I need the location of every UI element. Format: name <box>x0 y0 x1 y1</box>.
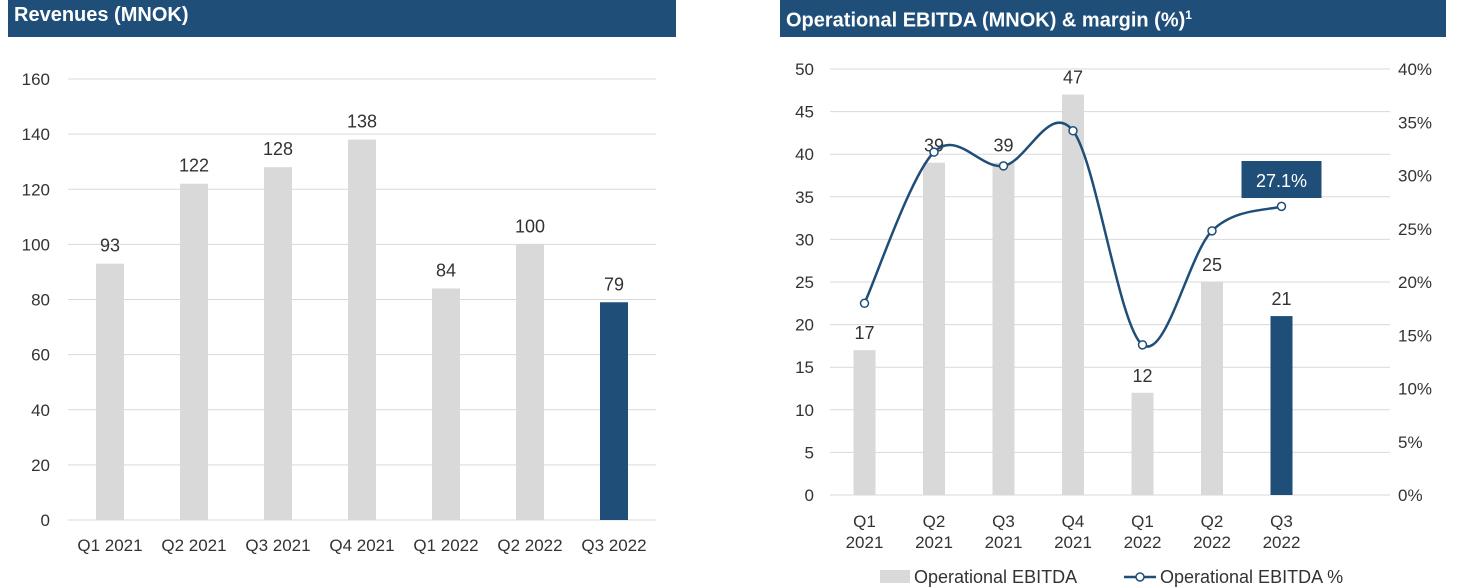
x-tick-label: Q1 2022 <box>413 536 478 555</box>
data-label: 39 <box>993 136 1013 156</box>
margin-callout: 27.1% <box>1256 171 1307 191</box>
margin-point <box>1276 201 1287 212</box>
legend-line-marker <box>1135 572 1145 582</box>
x-tick-label: 2021 <box>846 533 884 552</box>
y-tick-label: 40 <box>795 145 814 164</box>
y2-tick-label: 35% <box>1398 113 1432 132</box>
data-label: 122 <box>179 156 209 176</box>
x-tick-label: Q3 2021 <box>245 536 310 555</box>
data-label: 138 <box>347 112 377 132</box>
x-tick-label: Q1 2021 <box>77 536 142 555</box>
margin-point <box>1137 340 1148 350</box>
y-tick-label: 20 <box>795 316 814 335</box>
revenue-bar <box>432 288 460 520</box>
margin-point <box>859 298 870 309</box>
ebitda-title-footnote: 1 <box>1185 8 1192 22</box>
y-tick-label: 45 <box>795 103 814 122</box>
margin-point <box>1207 226 1217 236</box>
x-tick-label: Q1 <box>1131 512 1154 531</box>
x-tick-label: Q3 <box>992 512 1015 531</box>
margin-point <box>998 161 1009 171</box>
ebitda-bar <box>1270 316 1293 495</box>
y-tick-label: 100 <box>22 235 50 254</box>
data-label: 39 <box>924 136 944 156</box>
revenues-title: Revenues (MNOK) <box>8 0 676 37</box>
revenue-bar <box>348 139 376 520</box>
y-tick-label: 60 <box>31 346 50 365</box>
revenue-bar <box>516 244 544 520</box>
y2-tick-label: 15% <box>1398 326 1432 345</box>
y-tick-label: 15 <box>795 358 814 377</box>
x-tick-label: 2021 <box>915 533 953 552</box>
ebitda-bar <box>853 350 876 495</box>
margin-point <box>929 147 939 157</box>
x-tick-label: Q4 2021 <box>329 536 394 555</box>
x-tick-label: 2022 <box>1193 533 1231 552</box>
ebitda-title: Operational EBITDA (MNOK) & margin (%)1 <box>780 0 1446 37</box>
y-tick-label: 5 <box>805 443 814 462</box>
y-tick-label: 140 <box>22 125 50 144</box>
data-label: 93 <box>100 236 120 256</box>
x-tick-label: Q2 2021 <box>161 536 226 555</box>
margin-point <box>1068 126 1078 136</box>
y-tick-label: 120 <box>22 180 50 199</box>
y2-tick-label: 30% <box>1398 167 1432 186</box>
data-label: 128 <box>263 139 293 159</box>
y2-tick-label: 25% <box>1398 220 1432 239</box>
x-tick-label: Q3 2022 <box>581 536 646 555</box>
x-tick-label: 2022 <box>1263 533 1301 552</box>
x-tick-label: 2022 <box>1124 533 1162 552</box>
x-tick-label: Q2 <box>1201 512 1224 531</box>
x-tick-label: Q1 <box>853 512 876 531</box>
legend-bar-swatch <box>880 570 910 583</box>
x-tick-label: Q3 <box>1270 512 1293 531</box>
data-label: 47 <box>1063 68 1083 88</box>
x-tick-label: Q4 <box>1062 512 1085 531</box>
y-tick-label: 30 <box>795 230 814 249</box>
data-label: 21 <box>1271 289 1291 309</box>
legend-label: Operational EBITDA % <box>1160 567 1343 587</box>
ebitda-bar <box>923 162 945 495</box>
ebitda-bar <box>1201 282 1223 495</box>
data-label: 79 <box>604 274 624 294</box>
x-tick-label: 2021 <box>985 533 1023 552</box>
y2-tick-label: 40% <box>1398 60 1432 79</box>
y-tick-label: 80 <box>31 291 50 310</box>
ebitda-title-text: Operational EBITDA (MNOK) & margin (%) <box>786 9 1186 32</box>
x-tick-label: 2021 <box>1054 533 1092 552</box>
revenue-bar <box>264 167 292 520</box>
x-tick-label: Q2 2022 <box>497 536 562 555</box>
revenue-bar <box>96 263 124 520</box>
y-tick-label: 35 <box>795 188 814 207</box>
y-tick-label: 50 <box>795 60 814 79</box>
margin-callout-box <box>1241 161 1322 198</box>
y-tick-label: 0 <box>805 486 814 505</box>
data-label: 84 <box>436 260 456 280</box>
revenues-title-text: Revenues (MNOK) <box>14 4 189 26</box>
y-tick-label: 20 <box>31 456 50 475</box>
ebitda-bar <box>1062 94 1084 495</box>
data-label: 100 <box>515 216 545 236</box>
y-tick-label: 25 <box>795 273 814 292</box>
revenue-bar <box>600 302 628 520</box>
data-label: 25 <box>1202 255 1222 275</box>
y2-tick-label: 5% <box>1398 433 1423 452</box>
x-tick-label: Q2 <box>923 512 946 531</box>
data-label: 17 <box>854 323 874 343</box>
revenue-bar <box>180 183 208 521</box>
legend-label: Operational EBITDA <box>914 567 1077 587</box>
y-tick-label: 40 <box>31 401 50 420</box>
data-label: 12 <box>1132 366 1152 386</box>
y-tick-label: 160 <box>22 70 50 89</box>
y-tick-label: 0 <box>41 511 50 530</box>
ebitda-bar <box>1131 392 1154 495</box>
y2-tick-label: 0% <box>1398 486 1423 505</box>
ebitda-bar <box>992 162 1015 495</box>
y2-tick-label: 10% <box>1398 380 1432 399</box>
y2-tick-label: 20% <box>1398 273 1432 292</box>
y-tick-label: 10 <box>795 401 814 420</box>
